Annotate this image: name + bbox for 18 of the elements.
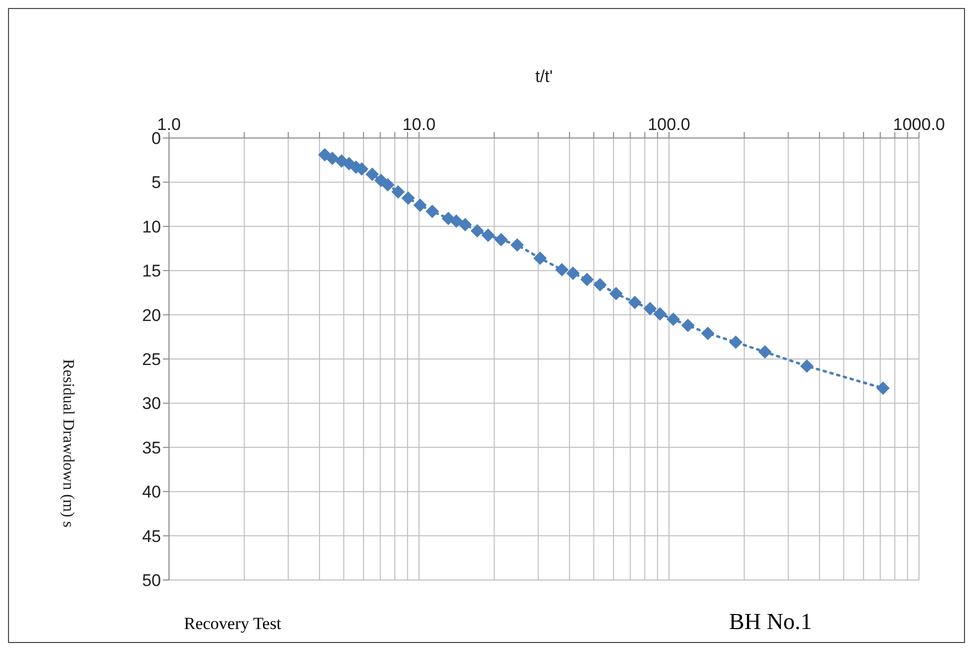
y-tick-label: 30 (142, 394, 161, 414)
y-tick-label: 5 (152, 173, 161, 192)
y-tick-label: 0 (152, 129, 161, 148)
y-tick-label: 15 (142, 262, 161, 281)
y-tick-label: 50 (142, 571, 161, 590)
text: BH No.1 (729, 609, 812, 635)
y-tick-label: 35 (142, 438, 161, 458)
y-tick-label: 20 (142, 306, 161, 325)
text: Recovery Test (184, 614, 282, 634)
y-tick-label: 25 (142, 350, 161, 370)
x-tick-label: 10.0 (402, 115, 436, 134)
y-tick-label: 10 (142, 217, 161, 236)
x-tick-label: 100.0 (648, 115, 690, 134)
x-axis-title: t/t' (535, 67, 553, 86)
y-tick-label: 45 (142, 526, 161, 546)
x-tick-label: 1000.0 (893, 115, 945, 134)
y-tick-label: 40 (142, 482, 161, 502)
y-axis-title: Residual Drawdown (m) s (59, 359, 76, 528)
